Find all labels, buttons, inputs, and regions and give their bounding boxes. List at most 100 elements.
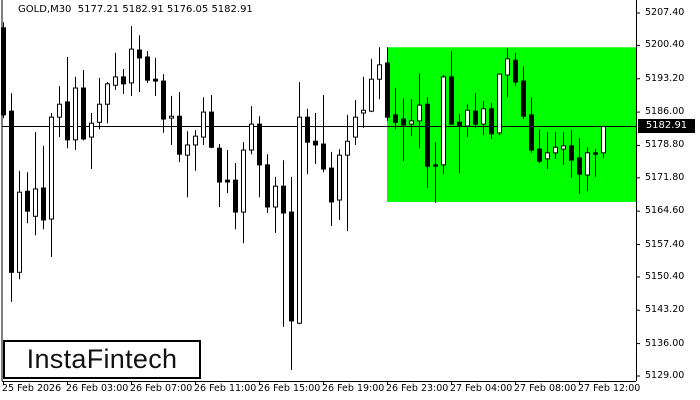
price-tick-label: 5157.40: [645, 238, 685, 250]
chart-header: GOLD,M30 5177.21 5182.91 5176.05 5182.91: [18, 4, 253, 15]
candle-body: [417, 104, 422, 122]
candle-body: [569, 145, 574, 161]
bullish-candle: [113, 52, 118, 90]
price-tick-label: 5193.20: [645, 72, 685, 84]
bullish-candle: [409, 99, 414, 137]
bullish-candle: [481, 100, 486, 136]
candle-body: [129, 48, 134, 84]
candle-body: [145, 56, 150, 81]
price-tick-label: 5207.40: [645, 7, 685, 18]
bearish-candle: [153, 57, 158, 96]
bearish-candle: [449, 50, 454, 126]
candle-body: [433, 164, 438, 167]
price-tick-label: 5164.60: [645, 205, 685, 217]
candle-body: [321, 143, 326, 170]
bullish-candle: [561, 131, 566, 165]
bearish-candle: [593, 149, 598, 177]
candle-body: [25, 190, 30, 212]
bearish-candle: [521, 66, 526, 120]
candle-body: [481, 108, 486, 125]
bullish-candle: [361, 76, 366, 128]
bearish-candle: [305, 108, 310, 175]
bearish-candle: [9, 93, 14, 302]
candle-body: [257, 123, 262, 166]
bearish-candle: [65, 56, 70, 149]
candle-body: [537, 148, 542, 162]
close-value: 5182.91: [211, 4, 253, 15]
bearish-candle: [233, 163, 238, 230]
candle-body: [265, 164, 270, 208]
bullish-candle: [353, 100, 358, 145]
candle-body: [489, 108, 494, 135]
bullish-candle: [377, 47, 382, 100]
candle-body: [273, 185, 278, 208]
bullish-candle: [545, 131, 550, 170]
bearish-candle: [1, 22, 6, 119]
time-tick-label: 26 Feb 15:00: [258, 383, 321, 394]
candle-body: [385, 62, 390, 118]
bullish-candle: [105, 81, 110, 124]
bullish-candle: [17, 170, 22, 280]
candle-body: [369, 78, 374, 112]
instafintech-logo: InstaFintech: [3, 340, 201, 379]
bearish-candle: [137, 35, 142, 93]
candle-body: [281, 185, 286, 214]
candle-body: [585, 152, 590, 176]
bullish-candle: [553, 131, 558, 159]
candle-body: [297, 116, 302, 324]
time-tick-label: 26 Feb 23:00: [386, 383, 449, 394]
pattern-zone-rectangle: [387, 47, 636, 202]
bullish-candle: [369, 58, 374, 113]
candle-body: [465, 109, 470, 127]
bearish-candle: [529, 97, 534, 153]
candle-body: [529, 114, 534, 151]
candle-body: [601, 125, 606, 154]
candle-body: [57, 103, 62, 118]
candle-body: [217, 147, 222, 183]
candle-body: [185, 144, 190, 156]
candle-body: [249, 123, 254, 151]
current-price-label: 5182.91: [638, 119, 695, 133]
candle-body: [553, 146, 558, 154]
candle-body: [209, 111, 214, 148]
candle-body: [577, 157, 582, 175]
open-value: 5177.21: [77, 4, 120, 15]
candle-body: [33, 188, 38, 217]
bearish-candle: [265, 154, 270, 214]
price-tick-label: 5186.00: [645, 106, 685, 118]
bullish-candle: [497, 73, 502, 136]
bullish-candle: [585, 147, 590, 192]
bearish-candle: [569, 130, 574, 178]
bullish-candle: [441, 75, 446, 175]
bearish-candle: [393, 88, 398, 130]
bearish-candle: [289, 176, 294, 370]
bearish-candle: [145, 50, 150, 83]
candle-body: [361, 109, 366, 114]
time-tick-label: 25 Feb 2026: [2, 383, 62, 394]
candle-body: [457, 121, 462, 127]
time-tick-label: 27 Feb 12:00: [578, 383, 641, 394]
candle-body: [1, 27, 6, 116]
candle-body: [153, 78, 158, 82]
bullish-candle: [297, 81, 302, 325]
symbol-label: GOLD,M30: [18, 4, 72, 15]
candle-body: [377, 64, 382, 80]
candle-body: [305, 116, 310, 143]
candle-body: [233, 179, 238, 213]
bearish-candle: [257, 116, 262, 198]
candle-body: [513, 59, 518, 83]
bullish-candle: [465, 104, 470, 138]
time-tick-label: 27 Feb 08:00: [514, 383, 577, 394]
bearish-candle: [177, 92, 182, 163]
candle-body: [353, 116, 358, 138]
candle-body: [593, 152, 598, 155]
bullish-candle: [89, 113, 94, 170]
candle-body: [105, 83, 110, 105]
bullish-candle: [73, 76, 78, 151]
bearish-candle: [81, 69, 86, 141]
bullish-candle: [345, 114, 350, 232]
bearish-candle: [121, 69, 126, 95]
candle-body: [449, 76, 454, 125]
price-tick-label: 5143.20: [645, 304, 685, 316]
